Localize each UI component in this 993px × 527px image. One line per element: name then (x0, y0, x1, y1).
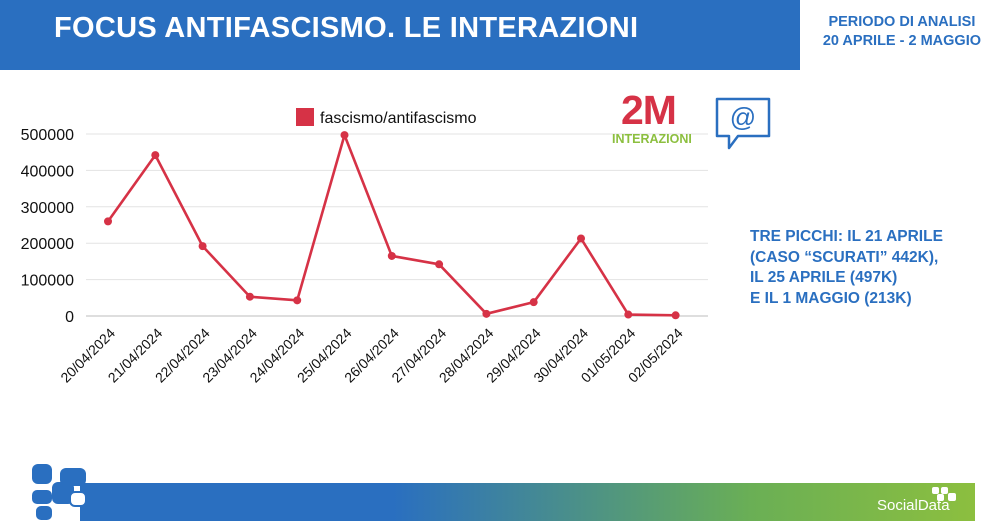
y-tick-label: 500000 (21, 127, 74, 144)
data-point (245, 292, 254, 301)
svg-text:@: @ (730, 102, 756, 132)
data-point (293, 296, 302, 305)
y-tick-label: 100000 (21, 273, 74, 290)
note-line: E IL 1 MAGGIO (213K) (750, 289, 912, 307)
note-line: TRE PICCHI: IL 21 APRILE (750, 228, 943, 245)
data-point (387, 251, 396, 260)
socialdata-logo-mark (32, 464, 87, 520)
brand-name: SocialData (877, 497, 950, 514)
y-tick-label: 200000 (21, 236, 74, 253)
legend-label: fascismo/antifascismo (320, 110, 477, 127)
data-point (482, 309, 491, 318)
series-line (106, 133, 676, 317)
analysis-period: PERIODO DI ANALISI 20 APRILE - 2 MAGGIO (823, 13, 981, 51)
data-point (435, 260, 444, 269)
period-label: PERIODO DI ANALISI (828, 14, 976, 30)
kpi-label: INTERAZIONI (612, 132, 692, 146)
kpi-value: 2M (621, 87, 677, 133)
at-speech-bubble-icon: @ (715, 97, 771, 150)
data-point (151, 151, 160, 160)
note-line: IL 25 APRILE (497K) (750, 269, 898, 286)
y-tick-label: 300000 (21, 200, 74, 217)
legend-swatch (296, 108, 314, 126)
data-point (577, 234, 585, 243)
data-point (671, 311, 680, 320)
data-point (198, 242, 207, 251)
note-line: (CASO “SCURATI” 442K), (750, 248, 939, 266)
period-range: 20 APRILE - 2 MAGGIO (822, 33, 981, 49)
data-point (104, 217, 112, 226)
footer-bar (80, 483, 975, 521)
interactions-line-chart: 010000020000030000040000050000020/04/202… (21, 108, 708, 386)
data-point (624, 310, 633, 319)
socialdata-brand-icon (932, 487, 956, 501)
data-point (340, 131, 349, 140)
y-tick-label: 400000 (21, 163, 74, 180)
y-tick-label: 0 (65, 309, 74, 326)
peaks-note: TRE PICCHI: IL 21 APRILE (CASO “SCURATI”… (750, 227, 943, 309)
header-band (0, 0, 800, 70)
page-title: FOCUS ANTIFASCISMO. LE INTERAZIONI (54, 12, 639, 44)
data-point (529, 298, 538, 307)
